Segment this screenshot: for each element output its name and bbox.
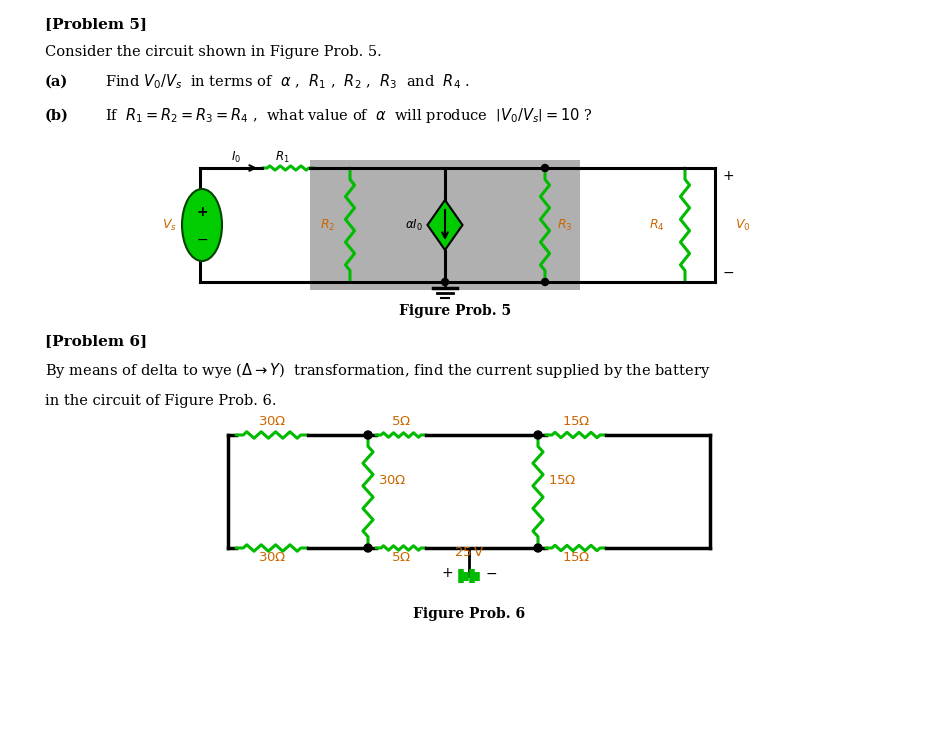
Circle shape: [542, 164, 548, 172]
Text: Consider the circuit shown in Figure Prob. 5.: Consider the circuit shown in Figure Pro…: [45, 45, 382, 59]
Text: Figure Prob. 6: Figure Prob. 6: [413, 607, 525, 621]
Text: $15\Omega$: $15\Omega$: [561, 551, 590, 564]
Circle shape: [441, 279, 449, 285]
Text: By means of delta to wye ($\Delta \rightarrow Y$)  transformation, find the curr: By means of delta to wye ($\Delta \right…: [45, 361, 710, 380]
Text: $-$: $-$: [485, 566, 497, 580]
Text: $-$: $-$: [722, 265, 735, 279]
Bar: [310, 160, 580, 290]
Text: +: +: [196, 205, 208, 219]
Text: If  $R_1 = R_2 = R_3 = R_4$ ,  what value of  $\alpha$  will produce  $\left|V_0: If $R_1 = R_2 = R_3 = R_4$ , what value …: [105, 106, 593, 125]
Circle shape: [534, 431, 542, 439]
Text: in the circuit of Figure Prob. 6.: in the circuit of Figure Prob. 6.: [45, 394, 277, 408]
Text: [Problem 6]: [Problem 6]: [45, 334, 147, 348]
Text: $V_0$: $V_0$: [735, 218, 750, 233]
Text: $R_3$: $R_3$: [557, 218, 573, 233]
Text: $\alpha I_0$: $\alpha I_0$: [405, 218, 423, 233]
Circle shape: [542, 279, 548, 285]
Text: $-$: $-$: [196, 232, 208, 246]
Text: (b): (b): [45, 109, 69, 123]
Polygon shape: [427, 200, 463, 250]
Text: +: +: [722, 169, 734, 183]
Circle shape: [364, 544, 372, 552]
Text: $R_4$: $R_4$: [649, 218, 665, 233]
Text: Figure Prob. 5: Figure Prob. 5: [399, 304, 511, 318]
Text: Find $V_0/V_s$  in terms of  $\alpha$ ,  $R_1$ ,  $R_2$ ,  $R_3$  and  $R_4$ .: Find $V_0/V_s$ in terms of $\alpha$ , $R…: [105, 72, 470, 91]
Text: $15\Omega$: $15\Omega$: [548, 474, 576, 486]
Text: (a): (a): [45, 75, 68, 89]
Text: $+$: $+$: [441, 566, 453, 580]
Text: $30\Omega$: $30\Omega$: [378, 474, 407, 486]
Ellipse shape: [182, 189, 222, 261]
Text: $30\Omega$: $30\Omega$: [258, 551, 286, 564]
Text: $25\,\mathrm{V}$: $25\,\mathrm{V}$: [454, 546, 484, 559]
Text: [Problem 5]: [Problem 5]: [45, 17, 147, 31]
Text: $V_s$: $V_s$: [162, 218, 177, 233]
Circle shape: [534, 544, 542, 552]
Circle shape: [364, 431, 372, 439]
Text: $I_0$: $I_0$: [231, 150, 241, 165]
Text: $5\Omega$: $5\Omega$: [391, 415, 411, 428]
Text: $R_1$: $R_1$: [275, 150, 290, 165]
Text: $5\Omega$: $5\Omega$: [391, 551, 411, 564]
Text: $R_2$: $R_2$: [320, 218, 336, 233]
Text: $30\Omega$: $30\Omega$: [258, 415, 286, 428]
Text: $15\Omega$: $15\Omega$: [561, 415, 590, 428]
